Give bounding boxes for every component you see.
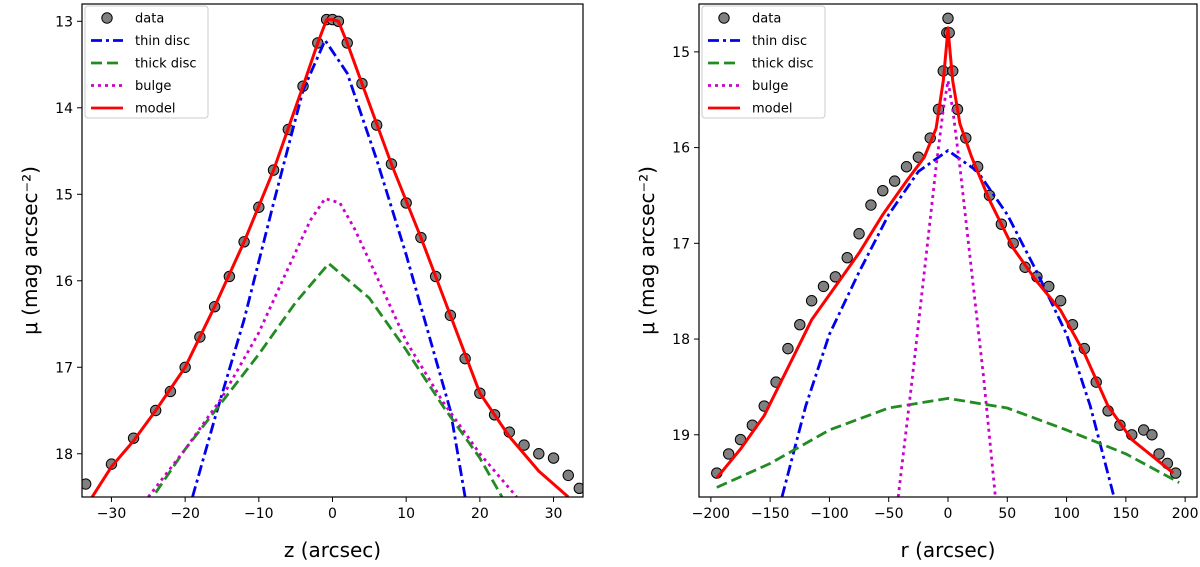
x-tick-label: 20 (471, 506, 489, 522)
series-line-thin-disc (191, 38, 467, 497)
data-point (547, 452, 560, 464)
data-point (82, 478, 92, 490)
x-tick-label: 100 (1053, 506, 1080, 522)
x-tick-label: 10 (397, 506, 415, 522)
series-line-thin-disc (780, 149, 1116, 497)
series-line-model (90, 18, 570, 497)
legend-marker-data (101, 12, 113, 24)
plot-area (711, 12, 1182, 497)
data-point (562, 469, 574, 482)
y-axis-label: μ (mag arcsec⁻²) (18, 166, 42, 335)
data-point (1054, 295, 1067, 307)
data-point (782, 342, 794, 355)
legend-label-model: model (135, 102, 175, 117)
y-tick-label: 16 (55, 274, 73, 290)
legend-label-bulge: bulge (752, 79, 788, 94)
y-tick-label: 14 (55, 101, 73, 117)
x-axis-label: z (arcsec) (284, 538, 381, 562)
data-point (817, 280, 830, 293)
legend-label-data: data (135, 12, 164, 27)
data-point (900, 161, 913, 173)
x-tick-label: 200 (1172, 506, 1199, 522)
y-tick-label: 13 (55, 14, 73, 30)
legend: data thin disc thick disc bulge model (701, 5, 826, 119)
legend: data thin disc thick disc bulge model (84, 5, 209, 119)
y-tick-label: 18 (55, 447, 73, 463)
y-tick-label: 15 (55, 187, 73, 203)
y-tick-label: 17 (672, 236, 690, 252)
series-line-model (715, 26, 1175, 479)
series-line-bulge (147, 197, 518, 497)
y-tick-label: 17 (55, 360, 73, 376)
data-point (841, 251, 853, 264)
y-axis-label: μ (mag arcsec⁻²) (635, 166, 659, 335)
x-tick-label: −100 (810, 506, 848, 522)
legend-label-model: model (752, 102, 792, 117)
series-line-bulge (896, 79, 997, 497)
y-tick-label: 18 (672, 332, 690, 348)
data-point (865, 199, 877, 211)
x-tick-label: −200 (692, 506, 730, 522)
legend-label-thick-disc: thick disc (135, 57, 197, 72)
series-line-thick-disc (154, 262, 504, 497)
x-tick-label: 0 (328, 506, 337, 522)
x-tick-label: −30 (97, 506, 127, 522)
data-point (1169, 467, 1182, 479)
data-point (518, 439, 530, 451)
legend-label-data: data (752, 12, 781, 27)
x-tick-label: −50 (874, 506, 904, 522)
legend-label-thin-disc: thin disc (135, 34, 190, 49)
data-point (1146, 429, 1158, 441)
legend-label-thick-disc: thick disc (752, 57, 814, 72)
legend-box (701, 5, 826, 119)
data-point (722, 448, 735, 460)
right-chart-r-profile: −200 −150 −100 −50 0 50 100 150 200 15 16 17 18 19 r (… (635, 3, 1199, 562)
legend-marker-data (718, 12, 730, 24)
data-point (853, 228, 865, 240)
legend-label-thin-disc: thin disc (752, 34, 807, 49)
x-axis-label: r (arcsec) (901, 538, 996, 562)
data-point (805, 295, 818, 307)
data-point (573, 482, 583, 495)
x-tick-label: 150 (1112, 506, 1139, 522)
y-tick-label: 16 (672, 141, 690, 157)
plot-area (82, 13, 583, 497)
y-tick-label: 15 (672, 45, 690, 61)
x-tick-label: −20 (170, 506, 200, 522)
x-tick-label: 0 (944, 506, 953, 522)
x-tick-label: −150 (751, 506, 789, 522)
x-tick-label: 30 (545, 506, 563, 522)
data-point (877, 184, 889, 197)
x-tick-label: 50 (998, 506, 1016, 522)
data-point (533, 448, 545, 460)
legend-label-bulge: bulge (135, 79, 171, 94)
data-point (942, 12, 954, 25)
data-point (794, 318, 806, 331)
y-tick-label: 19 (672, 428, 690, 444)
data-point (1137, 424, 1150, 436)
x-tick-label: −10 (244, 506, 274, 522)
data-point (1153, 448, 1165, 460)
series-line-thick-disc (716, 397, 1180, 489)
data-point (888, 175, 901, 187)
legend-box (84, 5, 209, 119)
left-chart-z-profile: −30 −20 −10 0 10 20 30 13 14 15 16 17 18 z (arcsec) μ … (18, 3, 584, 562)
